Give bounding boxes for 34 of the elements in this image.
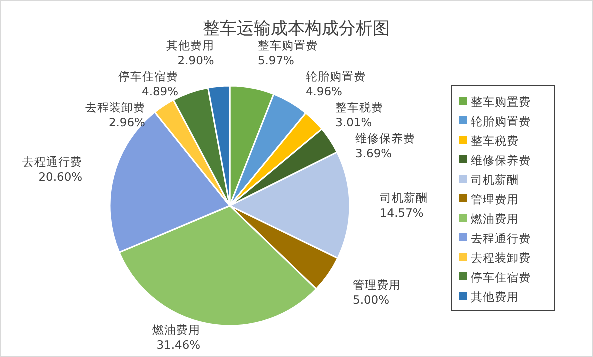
data-label: 2.90%	[178, 54, 214, 68]
data-label: 5.00%	[353, 292, 390, 307]
data-label: 2.96%	[108, 116, 146, 130]
data-label: 4.89%	[142, 84, 179, 99]
legend-label: 管理费用	[471, 192, 519, 206]
slice-label: 停车住宿费	[118, 70, 179, 84]
legend-label: 停车住宿费	[471, 270, 531, 284]
legend-label: 整车购置费	[471, 95, 531, 109]
slice-label: 燃油费用	[152, 323, 201, 337]
legend-label: 去程通行费	[471, 232, 531, 246]
slice-label: 整车购置费	[258, 38, 318, 53]
legend-label: 司机薪酬	[471, 173, 519, 187]
legend-label: 轮胎购置费	[471, 114, 531, 128]
slice-label: 轮胎购置费	[306, 70, 366, 84]
data-label: 5.97%	[258, 54, 295, 68]
slice-label: 整车税费	[336, 100, 384, 115]
legend-label: 维修保养费	[471, 154, 531, 168]
slice-label: 去程通行费	[22, 155, 83, 170]
data-label: 3.69%	[356, 146, 392, 161]
slice-label: 维修保养费	[356, 132, 416, 146]
data-label: 14.57%	[380, 206, 424, 220]
data-label: 4.96%	[306, 84, 343, 99]
legend-label: 其他费用	[471, 290, 519, 304]
chart-title: 整车运输成本构成分析图	[203, 19, 390, 39]
data-label: 3.01%	[336, 116, 372, 130]
slice-label: 管理费用	[353, 278, 402, 292]
slice-label: 去程装卸费	[85, 100, 146, 115]
legend-label: 去程装卸费	[471, 251, 531, 265]
data-label: 31.46%	[156, 338, 201, 352]
data-label: 20.60%	[38, 170, 83, 184]
slice-label: 司机薪酬	[380, 191, 428, 206]
legend-label: 燃油费用	[471, 212, 519, 226]
legend-label: 整车税费	[471, 134, 519, 148]
slice-label: 其他费用	[166, 38, 214, 53]
